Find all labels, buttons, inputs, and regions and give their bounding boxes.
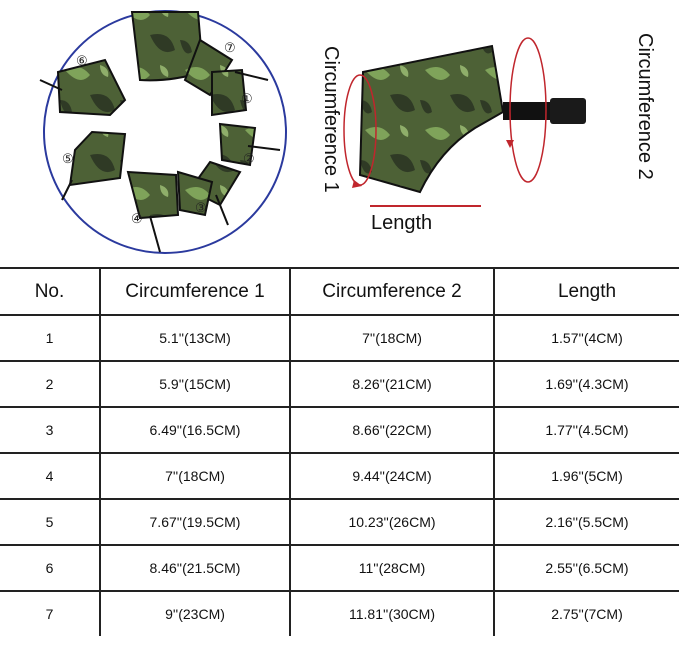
cell-circumference-1: 6.49''(16.5CM) [99, 406, 291, 454]
table-row: 6 8.46''(21.5CM) 11''(28CM) 2.55''(6.5CM) [0, 544, 679, 592]
cell-circumference-1: 9''(23CM) [99, 590, 291, 636]
cell-no: 5 [0, 498, 101, 546]
cell-length: 1.57''(4CM) [493, 314, 679, 362]
cell-no: 3 [0, 406, 101, 454]
cell-circumference-2: 11''(28CM) [289, 544, 495, 592]
cell-no: 7 [0, 590, 101, 636]
table-row: 2 5.9''(15CM) 8.26''(21CM) 1.69''(4.3CM) [0, 360, 679, 408]
table-row: 1 5.1''(13CM) 7''(18CM) 1.57''(4CM) [0, 314, 679, 362]
muzzle-photo [358, 44, 505, 194]
cell-length: 1.69''(4.3CM) [493, 360, 679, 408]
cell-circumference-1: 5.9''(15CM) [99, 360, 291, 408]
table-row: 7 9''(23CM) 11.81''(30CM) 2.75''(7CM) [0, 590, 679, 636]
cell-circumference-2: 8.66''(22CM) [289, 406, 495, 454]
cell-no: 4 [0, 452, 101, 500]
cell-circumference-2: 11.81''(30CM) [289, 590, 495, 636]
cell-length: 2.75''(7CM) [493, 590, 679, 636]
circumference-2-arrow [509, 37, 547, 183]
table-header-row: No. Circumference 1 Circumference 2 Leng… [0, 267, 679, 316]
length-label: Length [371, 212, 433, 234]
cell-circumference-1: 7''(18CM) [99, 452, 291, 500]
piece-number-6: ⑥ [76, 53, 88, 68]
cell-circumference-2: 7''(18CM) [289, 314, 495, 362]
buckle [550, 98, 586, 124]
size-table: No. Circumference 1 Circumference 2 Leng… [0, 267, 679, 636]
table-row: 4 7''(18CM) 9.44''(24CM) 1.96''(5CM) [0, 452, 679, 500]
cell-no: 1 [0, 314, 101, 362]
cell-circumference-2: 9.44''(24CM) [289, 452, 495, 500]
header-length: Length [493, 267, 679, 316]
cell-circumference-2: 8.26''(21CM) [289, 360, 495, 408]
muzzle-diagram [39, 10, 586, 254]
cell-length: 2.55''(6.5CM) [493, 544, 679, 592]
cell-length: 1.77''(4.5CM) [493, 406, 679, 454]
piece-number-4: ④ [131, 211, 143, 226]
header-circumference-1: Circumference 1 [99, 267, 291, 316]
piece-number-1: ① [241, 91, 253, 106]
circumference-1-label: Circumference 1 [320, 46, 342, 193]
piece-number-5: ⑤ [62, 151, 74, 166]
cell-circumference-1: 7.67''(19.5CM) [99, 498, 291, 546]
piece-number-3: ③ [195, 200, 207, 215]
table-row: 5 7.67''(19.5CM) 10.23''(26CM) 2.16''(5.5CM… [0, 498, 679, 546]
header-no: No. [0, 267, 101, 316]
product-illustration: ⑥ ⑦ ① ② ③ ④ ⑤ Circumference 1 Circumfere… [0, 0, 679, 265]
cell-no: 6 [0, 544, 101, 592]
cell-circumference-1: 5.1''(13CM) [99, 314, 291, 362]
cell-no: 2 [0, 360, 101, 408]
circumference-2-label: Circumference 2 [634, 33, 656, 180]
strap-lines [39, 71, 281, 253]
header-circumference-2: Circumference 2 [289, 267, 495, 316]
table-row: 3 6.49''(16.5CM) 8.66''(22CM) 1.77''(4.5CM) [0, 406, 679, 454]
cell-length: 1.96''(5CM) [493, 452, 679, 500]
piece-number-2: ② [243, 151, 255, 166]
muzzle-pieces [56, 11, 257, 220]
piece-number-7: ⑦ [224, 40, 236, 55]
cell-circumference-1: 8.46''(21.5CM) [99, 544, 291, 592]
cell-circumference-2: 10.23''(26CM) [289, 498, 495, 546]
cell-length: 2.16''(5.5CM) [493, 498, 679, 546]
